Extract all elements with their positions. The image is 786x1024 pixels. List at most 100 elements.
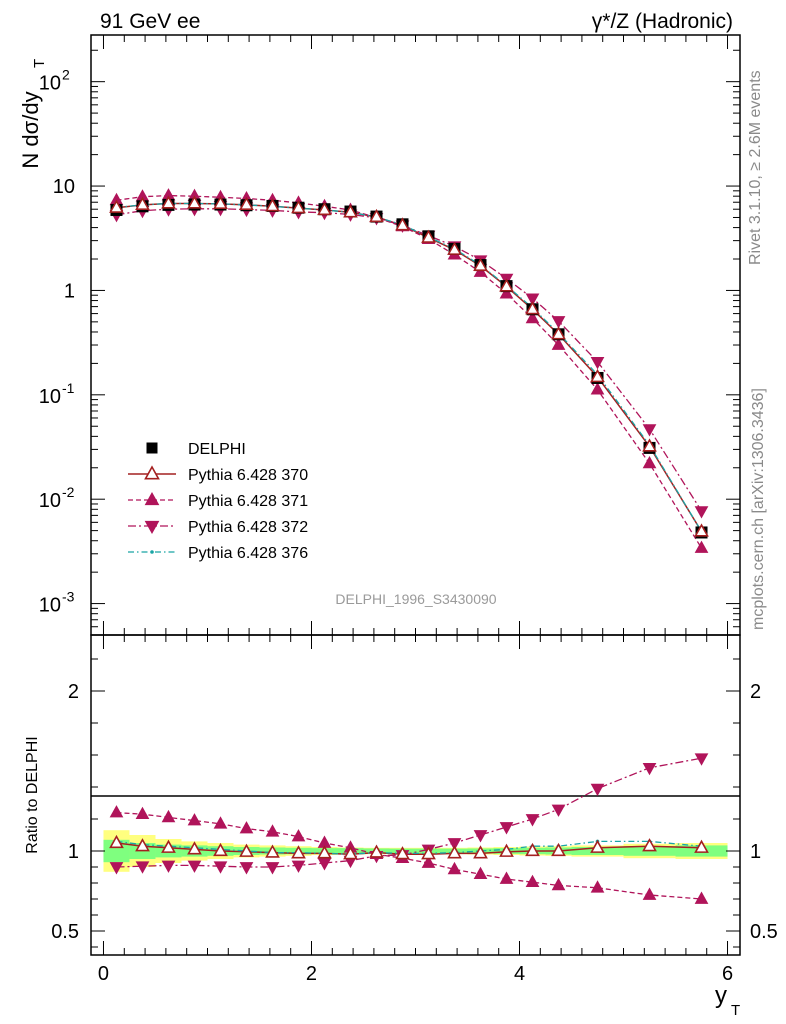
- main-ytick-label-exponent: -1: [62, 380, 75, 396]
- main-point-pythia-6-428-372: [590, 357, 605, 370]
- ratio-point-pythia-6-428-372: [291, 860, 306, 873]
- ratio-ytick-label-right: 1: [750, 841, 761, 863]
- main-point-pythia-6-428-370: [395, 217, 410, 231]
- main-ylabel: N dσ/dy T: [18, 59, 48, 169]
- ratio-band-inner: [103, 839, 130, 863]
- ratio-point-pythia-6-428-370: [135, 838, 150, 852]
- main-point-pythia-6-428-370: [499, 278, 514, 292]
- main-ytick-label: 10: [53, 176, 75, 198]
- ratio-point-pythia-6-428-371: [239, 821, 254, 834]
- legend-label-pythia-6-428-371: Pythia 6.428 371: [188, 493, 308, 510]
- ratio-point-pythia-6-428-371: [551, 877, 566, 891]
- ratio-point-pythia-6-428-372: [525, 814, 540, 827]
- ratio-point-pythia-6-428-370: [395, 846, 410, 860]
- ratio-point-pythia-6-428-370: [499, 843, 514, 857]
- ratio-point-pythia-6-428-371: [499, 871, 514, 884]
- legend-label-pythia-6-428-370: Pythia 6.428 370: [188, 467, 308, 484]
- legend-marker-delphi: [146, 442, 158, 454]
- ratio-point-pythia-6-428-372: [161, 860, 176, 873]
- ratio-ytick-label-right: 0.5: [750, 921, 778, 943]
- ratio-point-pythia-6-428-372: [642, 762, 657, 776]
- ratio-point-pythia-6-428-372: [265, 862, 280, 875]
- main-ytick-label: 10: [39, 73, 61, 95]
- ratio-point-pythia-6-428-370: [343, 846, 358, 860]
- main-point-pythia-6-428-370: [642, 438, 657, 452]
- ratio-point-pythia-6-428-370: [109, 834, 124, 849]
- ratio-xtick-label: 0: [98, 963, 109, 985]
- main-line-pythia-6-428-372: [116, 208, 703, 512]
- main-ytick-label: 10: [39, 386, 61, 408]
- legend: DELPHI Pythia 6.428 370 Pythia 6.428 371 Py…: [128, 441, 308, 562]
- ratio-point-pythia-6-428-370: [213, 842, 228, 857]
- ratio-point-pythia-6-428-372: [499, 822, 514, 835]
- legend-label-delphi: DELPHI: [188, 441, 246, 458]
- main-ylabel-text: N dσ/dy: [18, 91, 43, 168]
- ratio-point-pythia-6-428-372: [317, 858, 332, 871]
- main-point-pythia-6-428-372: [694, 506, 709, 519]
- main-point-pythia-6-428-370: [447, 241, 462, 255]
- main-point-pythia-6-428-370: [551, 326, 566, 340]
- ratio-point-pythia-6-428-370: [590, 839, 605, 853]
- main-series-markers: [109, 188, 709, 553]
- ratio-xtick-label: 6: [722, 963, 733, 985]
- main-point-pythia-6-428-372: [525, 293, 540, 306]
- main-ytick-label-exponent: -2: [62, 484, 75, 500]
- ratio-xlabel: y T: [715, 982, 740, 1019]
- main-point-pythia-6-428-371: [499, 286, 514, 299]
- ratio-xtick-label: 2: [306, 963, 317, 985]
- ratio-series-lines: [116, 757, 702, 900]
- legend-marker-pythia-6-428-371: [144, 491, 160, 506]
- ratio-point-pythia-6-428-370: [473, 845, 488, 859]
- main-point-pythia-6-428-370: [343, 204, 358, 218]
- main-point-pythia-6-428-370: [265, 198, 280, 212]
- main-point-pythia-6-428-370: [369, 208, 384, 223]
- main-point-pythia-6-428-370: [109, 199, 124, 213]
- main-point-pythia-6-428-370: [291, 199, 306, 214]
- ratio-xtick-label: 4: [514, 963, 525, 985]
- ratio-point-pythia-6-428-370: [239, 843, 254, 857]
- main-point-pythia-6-428-370: [525, 301, 540, 315]
- ratio-ytick-label: 1: [68, 841, 79, 863]
- ratio-series-markers: [109, 753, 709, 904]
- ratio-point-pythia-6-428-370: [447, 845, 462, 859]
- header-right: γ*/Z (Hadronic): [592, 10, 733, 33]
- main-ylabel-sub: T: [31, 59, 48, 68]
- ratio-frame: [90, 634, 741, 956]
- main-ytick-label-exponent: 2: [62, 67, 70, 83]
- main-point-pythia-6-428-370: [187, 195, 202, 209]
- main-point-pythia-6-428-371: [694, 540, 709, 553]
- ratio-point-pythia-6-428-371: [473, 866, 488, 880]
- ratio-point-pythia-6-428-370: [187, 841, 202, 855]
- ratio-point-pythia-6-428-371: [642, 887, 657, 900]
- main-point-pythia-6-428-371: [551, 337, 566, 350]
- ratio-point-pythia-6-428-370: [642, 838, 657, 852]
- ratio-point-pythia-6-428-372: [551, 804, 566, 817]
- rivet-version-label: Rivet 3.1.10, ≥ 2.6M events: [747, 70, 764, 265]
- mcplots-site-label: mcplots.cern.ch [arXiv:1306.3436]: [750, 388, 767, 630]
- ratio-point-pythia-6-428-370: [291, 845, 306, 859]
- ratio-point-pythia-6-428-372: [187, 860, 202, 873]
- main-point-pythia-6-428-370: [135, 196, 150, 211]
- main-point-pythia-6-428-371: [525, 310, 540, 324]
- legend-label-pythia-6-428-376: Pythia 6.428 376: [188, 545, 308, 562]
- main-point-pythia-6-428-370: [694, 523, 709, 537]
- legend-label-pythia-6-428-372: Pythia 6.428 372: [188, 519, 308, 536]
- ratio-ytick-label: 0.5: [51, 921, 79, 943]
- legend-marker-pythia-6-428-370: [144, 465, 160, 480]
- ratio-point-pythia-6-428-372: [447, 838, 462, 851]
- ratio-point-pythia-6-428-371: [421, 855, 436, 868]
- main-point-pythia-6-428-370: [213, 195, 228, 209]
- ratio-xlabel-sub: T: [731, 1002, 740, 1019]
- ratio-point-pythia-6-428-370: [161, 839, 176, 853]
- ratio-point-pythia-6-428-371: [187, 813, 202, 826]
- main-point-pythia-6-428-370: [161, 195, 176, 209]
- main-point-pythia-6-428-371: [642, 455, 657, 469]
- ratio-xlabel-text: y: [715, 982, 727, 1009]
- ratio-point-pythia-6-428-370: [421, 846, 436, 860]
- ratio-panel: 0.5 0.5 1 1 2 2 0 2 4 6: [51, 634, 778, 985]
- ratio-point-pythia-6-428-370: [369, 844, 384, 858]
- ratio-point-pythia-6-428-370: [694, 839, 709, 853]
